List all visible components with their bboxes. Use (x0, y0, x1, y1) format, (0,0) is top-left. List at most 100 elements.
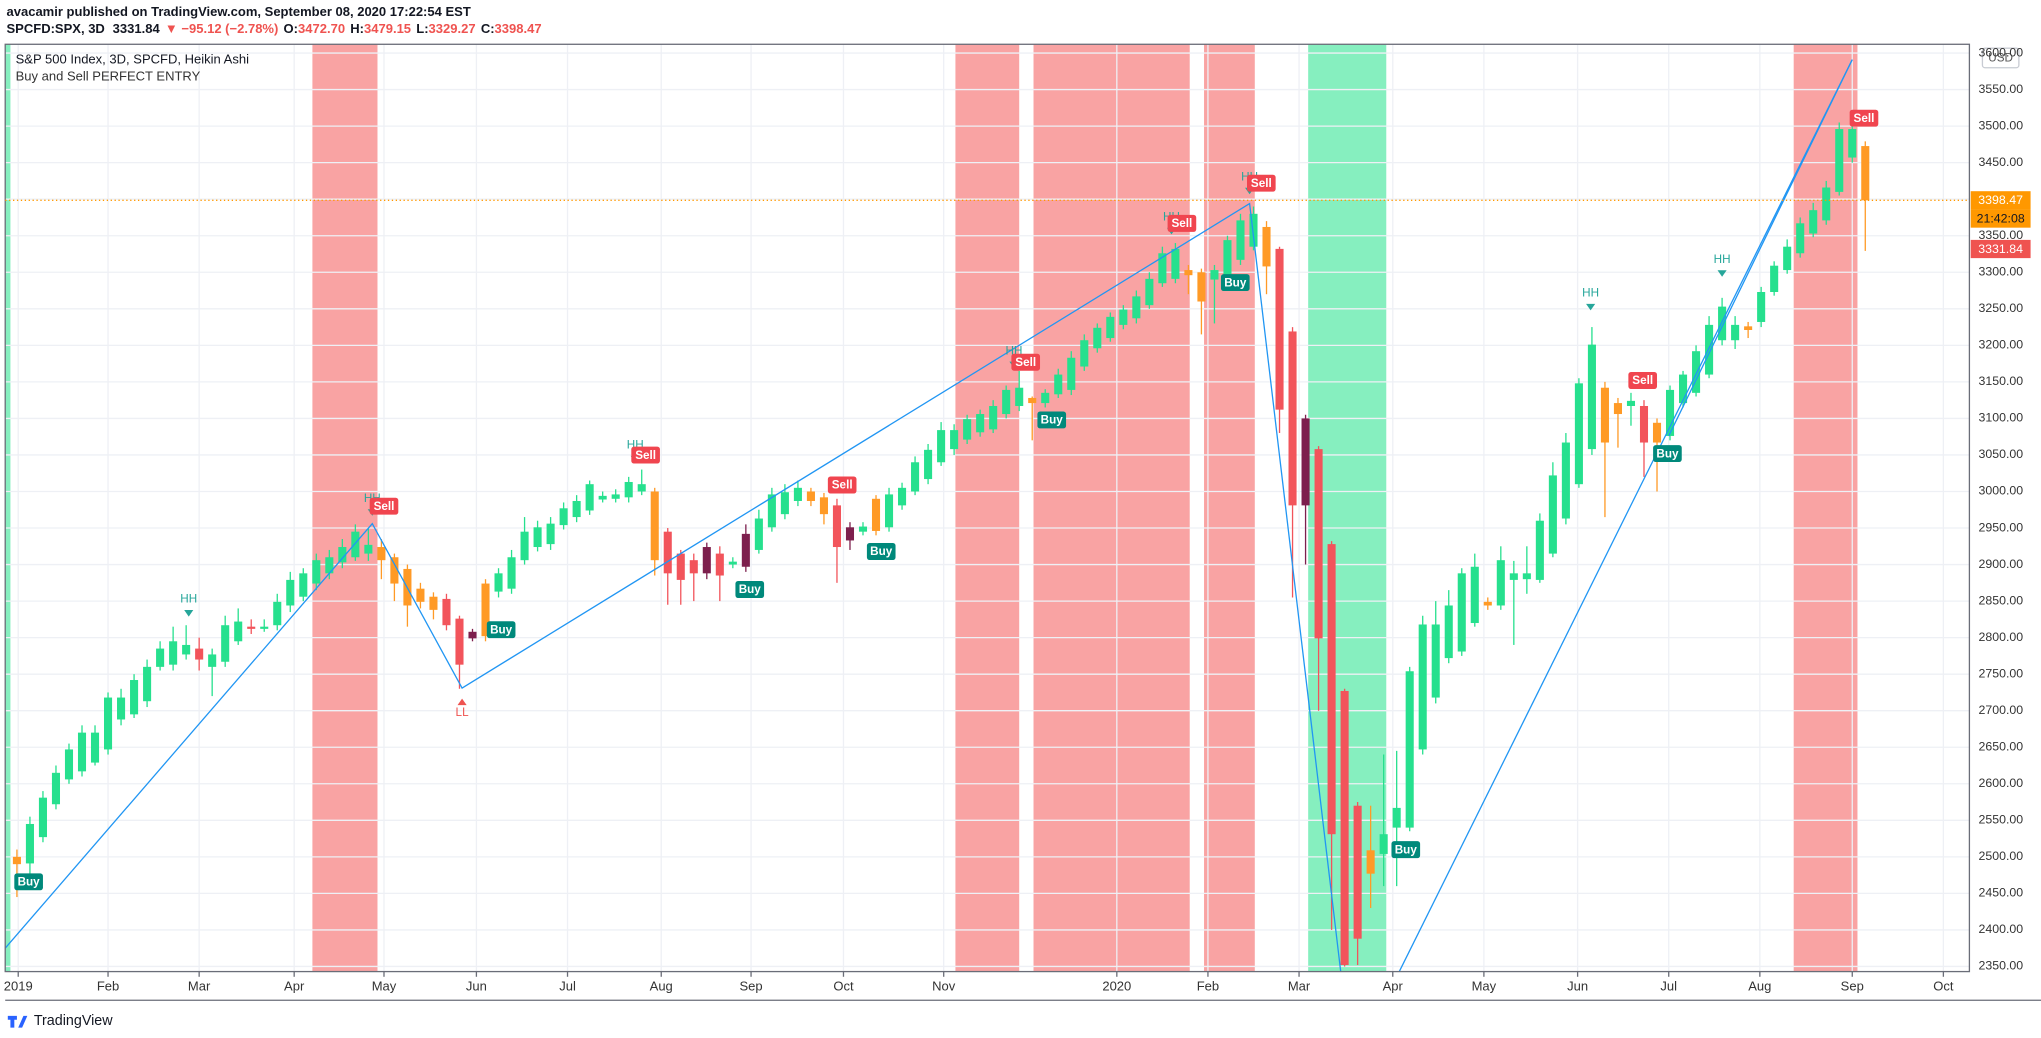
candle-body (559, 508, 568, 526)
candle-body (1679, 374, 1688, 404)
candle-body (845, 527, 855, 541)
brand: TradingView (34, 1013, 113, 1029)
candle-body (806, 491, 815, 501)
candle-body (1184, 270, 1193, 276)
signal-label: Sell (635, 449, 656, 462)
candle-body (793, 487, 802, 501)
candle-body (676, 553, 685, 580)
signal-box (1653, 445, 1682, 463)
candle-body (1600, 387, 1609, 443)
candle-body (1418, 624, 1427, 750)
candle-body (1236, 220, 1245, 260)
candle-body (1783, 246, 1792, 271)
candle-body (546, 523, 555, 545)
candle-body (1158, 253, 1167, 284)
y-tick-label: 3200.00 (1979, 338, 2024, 352)
candle-body (1093, 327, 1102, 349)
candle-body (1366, 850, 1375, 874)
countdown-badge (1970, 209, 2031, 228)
candle-body (221, 625, 230, 662)
candle-body (1405, 671, 1414, 828)
signal-box (1220, 274, 1250, 292)
candle-body (1314, 449, 1323, 639)
signal-label: Buy (1224, 276, 1247, 289)
y-tick-label: 2700.00 (1979, 703, 2024, 717)
y-tick-label: 3150.00 (1979, 374, 2024, 388)
logo-shape (7, 1015, 28, 1028)
y-tick-label: 3100.00 (1979, 411, 2024, 425)
plot-border (4, 43, 1971, 973)
x-tick-label: Jun (466, 979, 487, 994)
ohlc-value: 3329.27 (429, 21, 476, 36)
ohlc-value: 3472.70 (298, 21, 345, 36)
signal-zone (5, 44, 11, 972)
symbol: SPCFD:SPX, 3D (7, 21, 105, 36)
candle-body (624, 481, 633, 498)
candle-body (1770, 265, 1779, 292)
candle-body (1470, 566, 1479, 624)
signal-box (486, 621, 516, 639)
candle-body (1705, 324, 1714, 375)
candle-body (1301, 418, 1310, 506)
zigzag-line (4, 202, 1342, 972)
signal-zone (955, 44, 1020, 972)
candle-body (858, 526, 868, 532)
x-tick-label: Sep (1841, 979, 1864, 994)
candle-body (1822, 187, 1831, 221)
candle-body (1262, 226, 1271, 267)
signal-label: Sell (1854, 112, 1875, 125)
candle-body (51, 772, 61, 805)
candle-body (273, 601, 282, 626)
signal-label: Sell (1632, 374, 1653, 387)
candle-body (1054, 374, 1063, 395)
signal-box (866, 543, 896, 560)
candle-body (950, 430, 959, 450)
candle-body (130, 680, 139, 715)
x-tick-label: Jul (1660, 979, 1677, 994)
candle-body (1327, 544, 1336, 835)
candle-body (1626, 400, 1636, 406)
signal-box (1246, 174, 1276, 192)
candle-body (1535, 520, 1544, 580)
signal-zone (1033, 44, 1190, 972)
indicator-name: Buy and Sell PERFECT ENTRY (16, 68, 201, 83)
x-tick-label: Aug (650, 979, 673, 994)
candle-body (832, 505, 842, 548)
candle-body (1757, 291, 1766, 322)
signal-label: Buy (870, 545, 893, 558)
candle-body (1132, 296, 1141, 319)
candle-body (1496, 560, 1505, 606)
x-tick-label: Mar (1288, 979, 1311, 994)
candle-body (377, 547, 386, 561)
y-tick-label: 2950.00 (1979, 520, 2024, 534)
candle-body (780, 492, 789, 515)
y-tick-label: 2400.00 (1979, 922, 2024, 936)
candle-body (1379, 834, 1388, 854)
signal-label: Buy (18, 876, 41, 889)
candle-body (1509, 573, 1518, 580)
candle-body (364, 544, 373, 554)
y-tick-label: 2650.00 (1979, 740, 2024, 754)
candle-body (325, 557, 334, 574)
candle-body (911, 462, 920, 492)
y-tick-label: 3050.00 (1979, 447, 2024, 461)
candle-body (1223, 240, 1232, 284)
price-badge-label: 3331.84 (1978, 242, 2023, 256)
y-tick-label: 3250.00 (1979, 301, 2024, 315)
candle-body (1171, 248, 1180, 279)
signal-label: Sell (832, 479, 853, 492)
candle-body (1692, 351, 1701, 393)
candle-body (1744, 326, 1753, 330)
signal-label: HH (1582, 287, 1599, 300)
candle-body (1796, 223, 1805, 254)
ohlc-key: H: (350, 21, 364, 36)
candle-body (455, 618, 464, 665)
signal-box (631, 446, 660, 464)
zigzag-line (1668, 59, 1853, 437)
candle-body (64, 749, 74, 780)
candle-body (1613, 403, 1622, 415)
candle-body (1652, 422, 1662, 443)
y-tick-label: 2450.00 (1979, 886, 2024, 900)
candle-body (1574, 383, 1583, 485)
ohlc-key: C: (481, 21, 495, 36)
